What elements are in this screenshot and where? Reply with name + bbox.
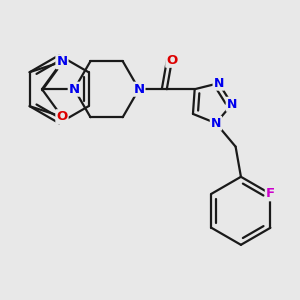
Text: N: N [69, 83, 80, 96]
Text: O: O [56, 110, 68, 123]
Text: N: N [227, 98, 237, 111]
Text: F: F [266, 187, 275, 200]
Text: N: N [214, 77, 224, 90]
Text: N: N [56, 55, 68, 68]
Text: N: N [133, 83, 145, 96]
Text: N: N [211, 117, 221, 130]
Text: O: O [166, 54, 178, 67]
